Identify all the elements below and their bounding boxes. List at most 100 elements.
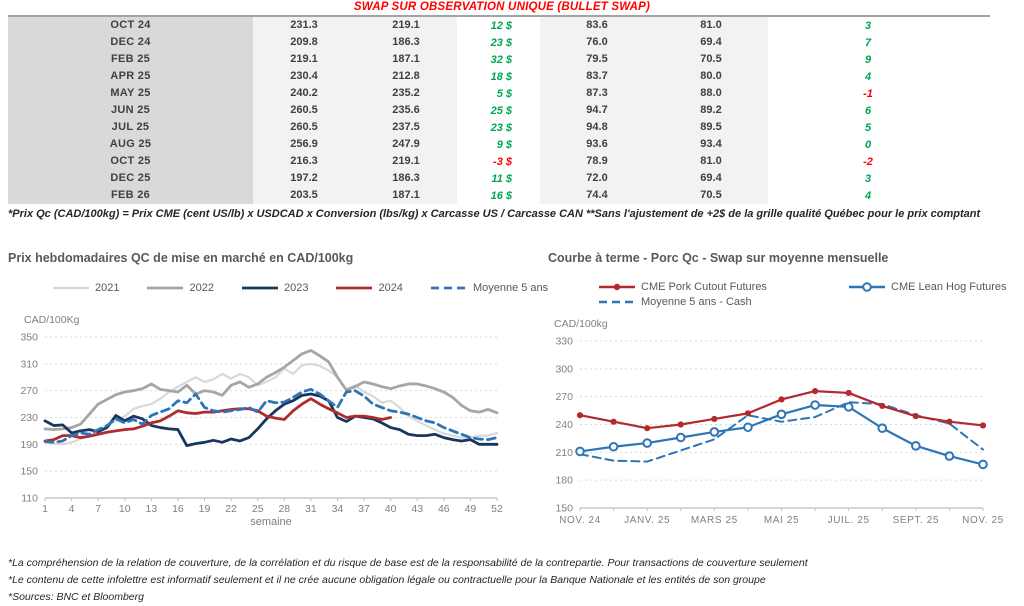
cell-qc-moyenne: 237.5 — [355, 119, 457, 136]
cell-qc-swap: 209.8 — [253, 34, 355, 51]
svg-text:150: 150 — [555, 503, 573, 515]
cell-qc-diff: 5 $ — [496, 87, 512, 100]
table-row: FEB 26 203.5 187.1 16 $ 74.4 70.5 4 — [8, 187, 990, 204]
forward-curve-chart-title: Courbe à terme - Porc Qc - Swap sur moye… — [548, 251, 889, 265]
svg-text:110: 110 — [21, 493, 38, 505]
svg-text:7: 7 — [95, 503, 101, 515]
cell-qc-swap: 219.1 — [253, 51, 355, 68]
svg-text:40: 40 — [385, 503, 397, 515]
svg-text:190: 190 — [20, 439, 38, 451]
table-row: OCT 25 216.3 219.1 -3 $ 78.9 81.0 -2 — [8, 153, 990, 170]
table-row: DEC 24 209.8 186.3 23 $ 76.0 69.4 7 — [8, 34, 990, 51]
legend-line-swatch — [849, 282, 885, 292]
cell-us-swap: 94.7 — [540, 102, 654, 119]
svg-text:52: 52 — [491, 503, 503, 515]
cell-us-diff: 7 — [864, 36, 872, 49]
cell-month: JUN 25 — [8, 102, 253, 119]
svg-text:28: 28 — [278, 503, 290, 515]
svg-text:330: 330 — [555, 336, 573, 348]
cell-qc-moyenne: 219.1 — [355, 17, 457, 34]
cell-month: OCT 24 — [8, 17, 253, 34]
svg-text:4: 4 — [69, 503, 75, 515]
table-row: FEB 25 219.1 187.1 32 $ 79.5 70.5 9 — [8, 51, 990, 68]
svg-text:31: 31 — [305, 503, 317, 515]
legend-item: 2023 — [241, 282, 308, 294]
cell-us-swap: 74.4 — [540, 187, 654, 204]
cell-us-swap: 72.0 — [540, 170, 654, 187]
cell-us-moyenne: 80.0 — [654, 68, 768, 85]
svg-text:16: 16 — [172, 503, 184, 515]
cell-us-diff: 9 — [864, 53, 872, 66]
legend-item: 2022 — [146, 282, 214, 294]
cell-qc-swap: 216.3 — [253, 153, 355, 170]
svg-text:350: 350 — [20, 332, 38, 344]
svg-text:240: 240 — [555, 419, 573, 431]
cell-us-swap: 78.9 — [540, 153, 654, 170]
svg-text:300: 300 — [555, 363, 573, 375]
cell-us-swap: 83.6 — [540, 17, 654, 34]
cell-us-diff: 0 — [864, 138, 872, 151]
svg-text:JUIL. 25: JUIL. 25 — [828, 515, 870, 526]
legend-line-swatch — [241, 286, 278, 290]
legend-item: Moyenne 5 ans — [430, 282, 548, 294]
cell-qc-swap: 260.5 — [253, 119, 355, 136]
cell-month: FEB 26 — [8, 187, 253, 204]
cell-us-swap: 93.6 — [540, 136, 654, 153]
cell-qc-moyenne: 186.3 — [355, 170, 457, 187]
cell-qc-diff: -3 $ — [493, 155, 512, 168]
cell-us-moyenne: 81.0 — [654, 17, 768, 34]
svg-text:SEPT. 25: SEPT. 25 — [893, 515, 940, 526]
legend-line-swatch — [53, 286, 89, 290]
cell-us-diff: 4 — [864, 189, 872, 202]
svg-text:1: 1 — [42, 503, 48, 515]
svg-text:210: 210 — [555, 447, 573, 459]
svg-text:13: 13 — [146, 503, 158, 515]
cell-month: AUG 25 — [8, 136, 253, 153]
legend-line-swatch — [147, 286, 184, 290]
cell-qc-swap: 260.5 — [253, 102, 355, 119]
cell-us-swap: 94.8 — [540, 119, 654, 136]
cell-us-diff: 4 — [864, 70, 872, 83]
legend-item: CME Pork Cutout Futures — [598, 281, 848, 293]
cell-qc-moyenne: 219.1 — [355, 153, 457, 170]
cell-month: APR 25 — [8, 68, 253, 85]
table-row: MAY 25 240.2 235.2 5 $ 87.3 88.0 -1 — [8, 85, 990, 102]
legend-item: 2024 — [335, 282, 403, 294]
report-title: SWAP SUR OBSERVATION UNIQUE (BULLET SWAP… — [353, 1, 651, 13]
cell-qc-diff: 23 $ — [490, 36, 512, 49]
cell-us-diff: -1 — [863, 87, 873, 100]
cell-us-diff: 6 — [864, 104, 872, 117]
svg-text:MAI 25: MAI 25 — [764, 515, 799, 526]
cell-month: DEC 25 — [8, 170, 253, 187]
cell-month: FEB 25 — [8, 51, 253, 68]
footnote-line: *Sources: BNC et Bloomberg — [8, 591, 144, 603]
cell-us-moyenne: 70.5 — [654, 187, 768, 204]
table-row: OCT 24 231.3 219.1 12 $ 83.6 81.0 3 — [8, 17, 990, 34]
legend-item-label: CME Lean Hog Futures — [891, 281, 1007, 293]
svg-text:MARS 25: MARS 25 — [691, 515, 738, 526]
cell-qc-diff: 23 $ — [490, 121, 512, 134]
legend-item-label: Moyenne 5 ans — [472, 282, 549, 294]
cell-us-moyenne: 88.0 — [654, 85, 768, 102]
cell-qc-diff: 16 $ — [490, 189, 512, 202]
cell-us-diff: 3 — [864, 172, 872, 185]
cell-qc-diff: 12 $ — [490, 19, 512, 32]
legend-line-swatch — [336, 286, 373, 290]
cell-us-moyenne: 69.4 — [654, 170, 768, 187]
cell-qc-diff: 9 $ — [496, 138, 512, 151]
cell-us-moyenne: 81.0 — [654, 153, 768, 170]
svg-text:49: 49 — [465, 503, 477, 515]
weekly-price-line-chart: 110 150 190 230 270 310 350 CAD/100Kg 1 4 7 10 13 16 1… — [20, 314, 503, 528]
svg-text:46: 46 — [438, 503, 450, 515]
cell-month: MAY 25 — [8, 85, 253, 102]
svg-text:150: 150 — [20, 466, 38, 478]
legend-item-label: CME Pork Cutout Futures — [641, 281, 767, 293]
cell-us-swap: 83.7 — [540, 68, 654, 85]
cell-us-moyenne: 70.5 — [654, 51, 768, 68]
cell-qc-moyenne: 187.1 — [355, 187, 457, 204]
svg-text:NOV. 25: NOV. 25 — [962, 515, 1004, 526]
legend-item: Moyenne 5 ans - Cash — [598, 296, 848, 308]
cell-qc-moyenne: 235.2 — [355, 85, 457, 102]
cell-qc-moyenne: 212.8 — [355, 68, 457, 85]
table-row: JUN 25 260.5 235.6 25 $ 94.7 89.2 6 — [8, 102, 990, 119]
